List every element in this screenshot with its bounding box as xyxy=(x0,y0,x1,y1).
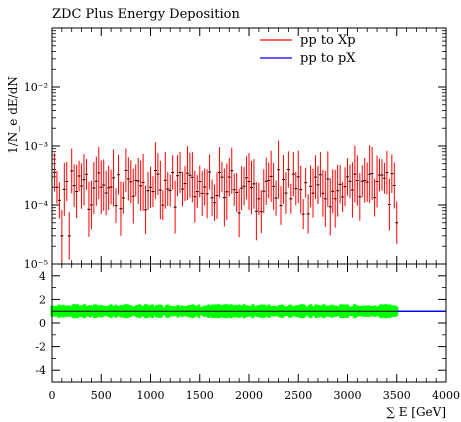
x-tick-label: 500 xyxy=(91,389,112,402)
bottom-y-tick-label: -2 xyxy=(35,341,46,354)
ratio-series xyxy=(50,304,446,319)
bottom-y-tick-label: -4 xyxy=(35,364,46,377)
bottom-y-tick-label: 2 xyxy=(39,293,46,306)
bottom-plot-frame xyxy=(51,263,447,383)
bottom-panel: -4 -2 0 2 4 xyxy=(35,263,447,383)
legend-label: pp to Xp xyxy=(300,33,356,48)
legend: pp to Xp pp to pX xyxy=(260,33,356,66)
bottom-ticks: -4 -2 0 2 4 xyxy=(35,263,447,383)
x-tick-label: 2000 xyxy=(235,389,263,402)
series-pp-to-xp xyxy=(52,140,399,262)
top-y-tick-label: 10⁻³ xyxy=(24,140,48,153)
chart-title: ZDC Plus Energy Deposition xyxy=(52,7,240,22)
top-y-tick-label: 10⁻² xyxy=(24,81,48,94)
x-tick-label: 2500 xyxy=(284,389,312,402)
top-y-tick-label: 10⁻⁴ xyxy=(24,199,49,212)
x-tick-label: 1000 xyxy=(137,389,165,402)
x-tick-label: 3000 xyxy=(334,389,362,402)
x-tick-label: 3500 xyxy=(383,389,411,402)
top-y-tick-label: 10⁻⁵ xyxy=(24,258,48,271)
top-plot-frame xyxy=(51,27,447,265)
y-axis-label: 1/N_e dE/dN xyxy=(6,76,20,154)
top-ticks: 10⁻⁵ 10⁻⁴ 10⁻³ 10⁻² xyxy=(24,28,447,271)
x-tick-label: 4000 xyxy=(432,389,460,402)
x-tick-labels: 0 500 1000 1500 2000 2500 3000 3500 4000 xyxy=(49,389,461,402)
x-tick-label: 0 xyxy=(49,389,56,402)
bottom-y-tick-label: 0 xyxy=(39,317,46,330)
top-panel: 10⁻⁵ 10⁻⁴ 10⁻³ 10⁻² pp to Xp pp to pX xyxy=(24,27,447,271)
x-tick-label: 1500 xyxy=(186,389,214,402)
legend-label: pp to pX xyxy=(300,51,356,66)
bottom-y-tick-label: 4 xyxy=(39,270,46,283)
x-axis-label: ∑ E [GeV] xyxy=(386,405,446,419)
